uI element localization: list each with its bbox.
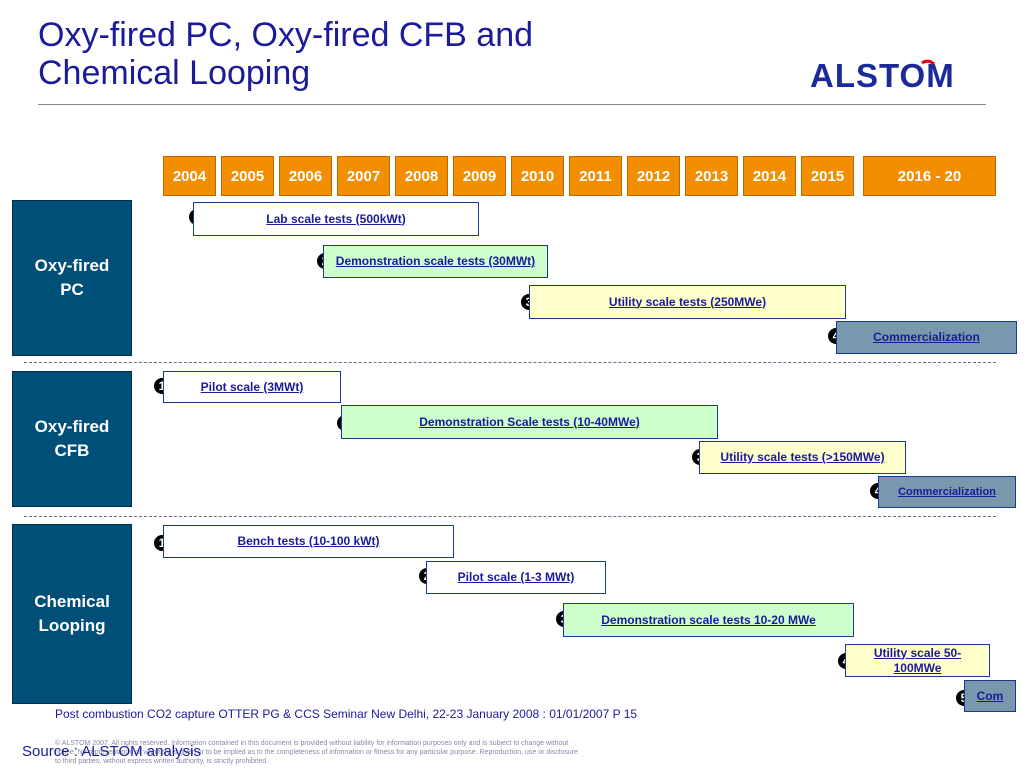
slide-title-line-1: Oxy-fired PC, Oxy-fired CFB and: [38, 16, 534, 54]
year-cell: 2012: [627, 156, 680, 196]
year-cell: 2014: [743, 156, 796, 196]
seminar-footer: Post combustion CO2 capture OTTER PG & C…: [55, 707, 638, 721]
step-bar-commercialization: Commercialization: [836, 321, 1017, 354]
year-cell: 2006: [279, 156, 332, 196]
section-label-oxy-fired-pc: Oxy-fired PC: [12, 200, 132, 356]
year-cell: 2007: [337, 156, 390, 196]
step-bar-demonstration-scale: Demonstration Scale tests (10-40MWe): [341, 405, 718, 439]
year-cell: 2015: [801, 156, 854, 196]
step-bar-commercialization: Commercialization: [878, 476, 1016, 508]
step-bar-utility-scale: Utility scale tests (250MWe): [529, 285, 846, 319]
year-cell: 2010: [511, 156, 564, 196]
year-cell: 2011: [569, 156, 622, 196]
year-cell: 2008: [395, 156, 448, 196]
step-bar-utility-scale: Utility scale 50-100MWe: [845, 644, 990, 677]
source-note: Source : ALSTOM analysis: [22, 743, 201, 760]
section-separator: [24, 362, 996, 363]
title-divider: [38, 104, 986, 105]
year-cell: 2005: [221, 156, 274, 196]
slide-title: Oxy-fired PC, Oxy-fired CFB and Chemical…: [38, 16, 738, 92]
section-separator: [24, 516, 996, 517]
step-bar-bench-tests: Bench tests (10-100 kWt): [163, 525, 454, 558]
year-cell-range: 2016 - 20: [863, 156, 996, 196]
alstom-logo: ALSTOM: [810, 57, 954, 94]
step-bar-lab-scale: Lab scale tests (500kWt): [193, 202, 479, 236]
year-cell: 2009: [453, 156, 506, 196]
step-bar-demonstration-scale: Demonstration scale tests 10-20 MWe: [563, 603, 854, 637]
step-bar-commercialization: Com: [964, 680, 1016, 712]
year-cell: 2013: [685, 156, 738, 196]
logo-accent-swoosh: [921, 59, 935, 66]
section-label-oxy-fired-cfb: Oxy-fired CFB: [12, 371, 132, 507]
slide-title-line-2: Chemical Looping: [38, 54, 311, 92]
year-cell: 2004: [163, 156, 216, 196]
step-bar-utility-scale: Utility scale tests (>150MWe): [699, 441, 906, 474]
step-bar-pilot-scale: Pilot scale (1-3 MWt): [426, 561, 606, 594]
section-label-chemical-looping: Chemical Looping: [12, 524, 132, 704]
copyright-notice: © ALSTOM 2007. All rights reserved. Info…: [55, 740, 578, 765]
step-bar-demonstration-scale: Demonstration scale tests (30MWt): [323, 245, 548, 278]
step-bar-pilot-scale: Pilot scale (3MWt): [163, 371, 341, 403]
